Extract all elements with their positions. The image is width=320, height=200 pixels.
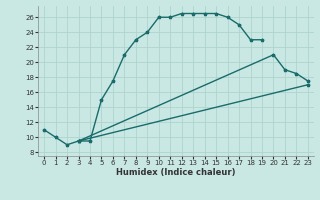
X-axis label: Humidex (Indice chaleur): Humidex (Indice chaleur) (116, 168, 236, 177)
